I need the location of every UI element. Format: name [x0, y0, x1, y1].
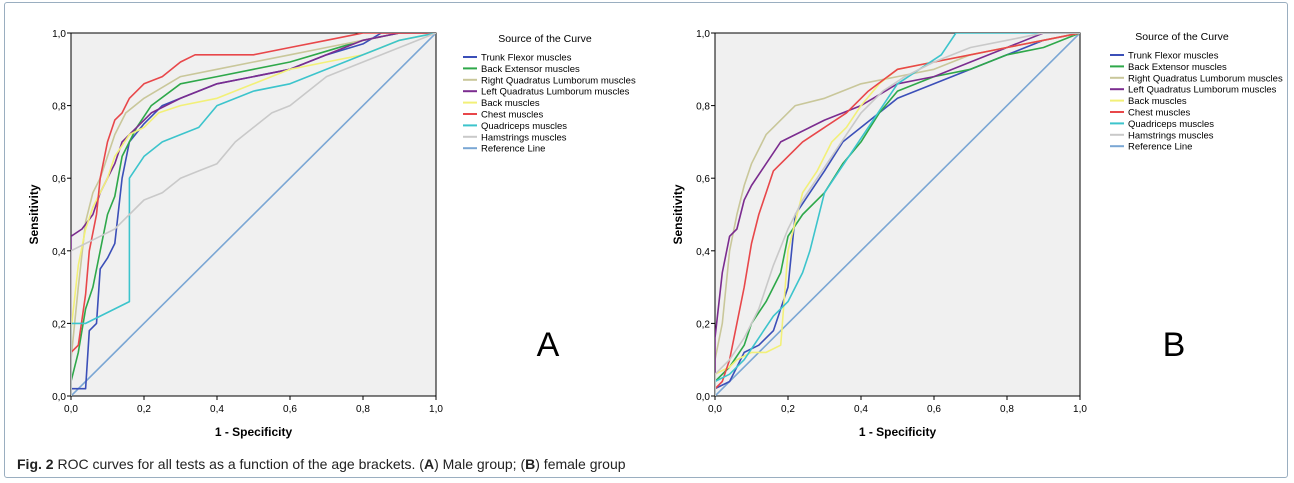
- panel-b-x-tick-label: 0,4: [854, 404, 868, 415]
- panel-a-legend-entry: Hamstrings muscles: [481, 132, 567, 143]
- panel-a-legend-entry: Left Quadratus Lumborum muscles: [481, 87, 630, 98]
- panel-b-legend-entry: Back muscles: [1128, 96, 1187, 107]
- panel-b-y-tick-label: 0,4: [696, 247, 710, 258]
- panel-a-series-line-1: [71, 33, 436, 396]
- panel-a-legend-entry: Back muscles: [481, 98, 540, 109]
- figure-caption: Fig. 2 ROC curves for all tests as a fun…: [17, 456, 626, 472]
- panel-b-legend-title: Source of the Curve: [1135, 31, 1229, 43]
- panel-a-y-tick-label: 0,6: [52, 174, 66, 185]
- panel-a-y-tick-label: 0,0: [52, 392, 66, 403]
- panel-a-y-tick-label: 0,2: [52, 319, 66, 330]
- panel-a-x-tick-label: 0,2: [137, 404, 151, 415]
- panel-a-x-tick-label: 1,0: [429, 404, 443, 415]
- caption-text-b: ) Male group; (: [434, 456, 526, 472]
- panel-b-legend-entry: Left Quadratus Lumborum muscles: [1128, 85, 1277, 96]
- panel-b-x-axis-label: 1 - Specificity: [859, 425, 937, 439]
- panel-a-y-tick-label: 0,4: [52, 247, 66, 258]
- panel-b-y-tick-label: 0,8: [696, 102, 710, 113]
- panel-a-x-axis-label: 1 - Specificity: [215, 425, 293, 439]
- panel-b-y-tick-label: 0,6: [696, 174, 710, 185]
- panel-b-y-tick-label: 0,0: [696, 392, 710, 403]
- panel-a: 0,0 0,2 0,4 0,6 0,8 1,0 0,0 0,2 0,4 0,6 0,8 1,0 1 - …: [27, 29, 636, 439]
- panel-b-legend-entry: Hamstrings muscles: [1128, 130, 1214, 141]
- panel-a-x-tick-label: 0,8: [356, 404, 370, 415]
- panel-b-x-tick-label: 0,6: [927, 404, 941, 415]
- panel-b-panel-letter: B: [1163, 326, 1186, 364]
- panel-a-y-tick-label: 0,8: [52, 102, 66, 113]
- panel-b-legend-entry: Trunk Flexor muscles: [1128, 51, 1219, 62]
- panel-a-panel-letter: A: [537, 326, 560, 364]
- panel-b-legend-entry: Chest muscles: [1128, 108, 1191, 119]
- panel-b-series-line-5: [715, 33, 1080, 396]
- panel-b-legend-entry: Quadriceps muscles: [1128, 119, 1214, 130]
- panel-a-series-line-4: [71, 33, 436, 396]
- panel-a-legend-title: Source of the Curve: [498, 33, 592, 45]
- panel-a-y-axis-label: Sensitivity: [27, 184, 41, 244]
- panel-a-legend-entry: Back Extensor muscles: [481, 64, 580, 75]
- caption-bold-b: B: [525, 456, 536, 472]
- panel-a-legend-entry: Trunk Flexor muscles: [481, 53, 572, 64]
- panel-b-legend-entry: Right Quadratus Lumborum muscles: [1128, 73, 1283, 84]
- panel-b: 0,0 0,2 0,4 0,6 0,8 1,0 0,0 0,2 0,4 0,6 0,8 1,0 1 - …: [671, 29, 1283, 439]
- panel-a-series-line-5: [71, 33, 436, 396]
- panel-b-legend-entry: Reference Line: [1128, 142, 1192, 153]
- panel-b-y-axis-label: Sensitivity: [671, 184, 685, 244]
- panel-a-series-line-7: [71, 33, 436, 396]
- panel-a-legend-entry: Chest muscles: [481, 110, 544, 121]
- panel-a-series-line-6: [71, 33, 436, 396]
- caption-text-c: ) female group: [535, 456, 626, 472]
- panel-a-series-group: [71, 33, 436, 396]
- figure-frame: [4, 2, 1288, 478]
- panel-a-x-tick-label: 0,4: [210, 404, 224, 415]
- panel-b-series-line-8: [715, 33, 1080, 396]
- panel-a-legend-entry: Right Quadratus Lumborum muscles: [481, 75, 636, 86]
- panel-a-y-tick-label: 1,0: [52, 29, 66, 40]
- panel-a-legend-entry: Reference Line: [481, 144, 545, 155]
- panel-a-series-line-8: [71, 33, 436, 396]
- panel-b-y-tick-label: 0,2: [696, 319, 710, 330]
- caption-text-a: ROC curves for all tests as a function o…: [53, 456, 424, 472]
- caption-bold-a: A: [423, 456, 435, 472]
- panel-b-y-tick-label: 1,0: [696, 29, 710, 40]
- panel-b-x-tick-label: 0,0: [708, 404, 722, 415]
- caption-fig-label: Fig. 2: [17, 456, 54, 472]
- panel-a-x-tick-label: 0,6: [283, 404, 297, 415]
- panel-b-legend-entry: Back Extensor muscles: [1128, 62, 1227, 73]
- panel-b-series-group: [715, 33, 1080, 396]
- panel-b-x-tick-label: 0,8: [1000, 404, 1014, 415]
- panel-b-series-line-3: [715, 33, 1080, 396]
- panel-b-series-line-7: [715, 33, 1080, 396]
- panel-a-x-tick-label: 0,0: [64, 404, 78, 415]
- panel-b-x-tick-label: 1,0: [1073, 404, 1087, 415]
- panel-b-x-tick-label: 0,2: [781, 404, 795, 415]
- panel-a-legend-entry: Quadriceps muscles: [481, 121, 567, 132]
- panel-a-series-line-3: [71, 33, 436, 396]
